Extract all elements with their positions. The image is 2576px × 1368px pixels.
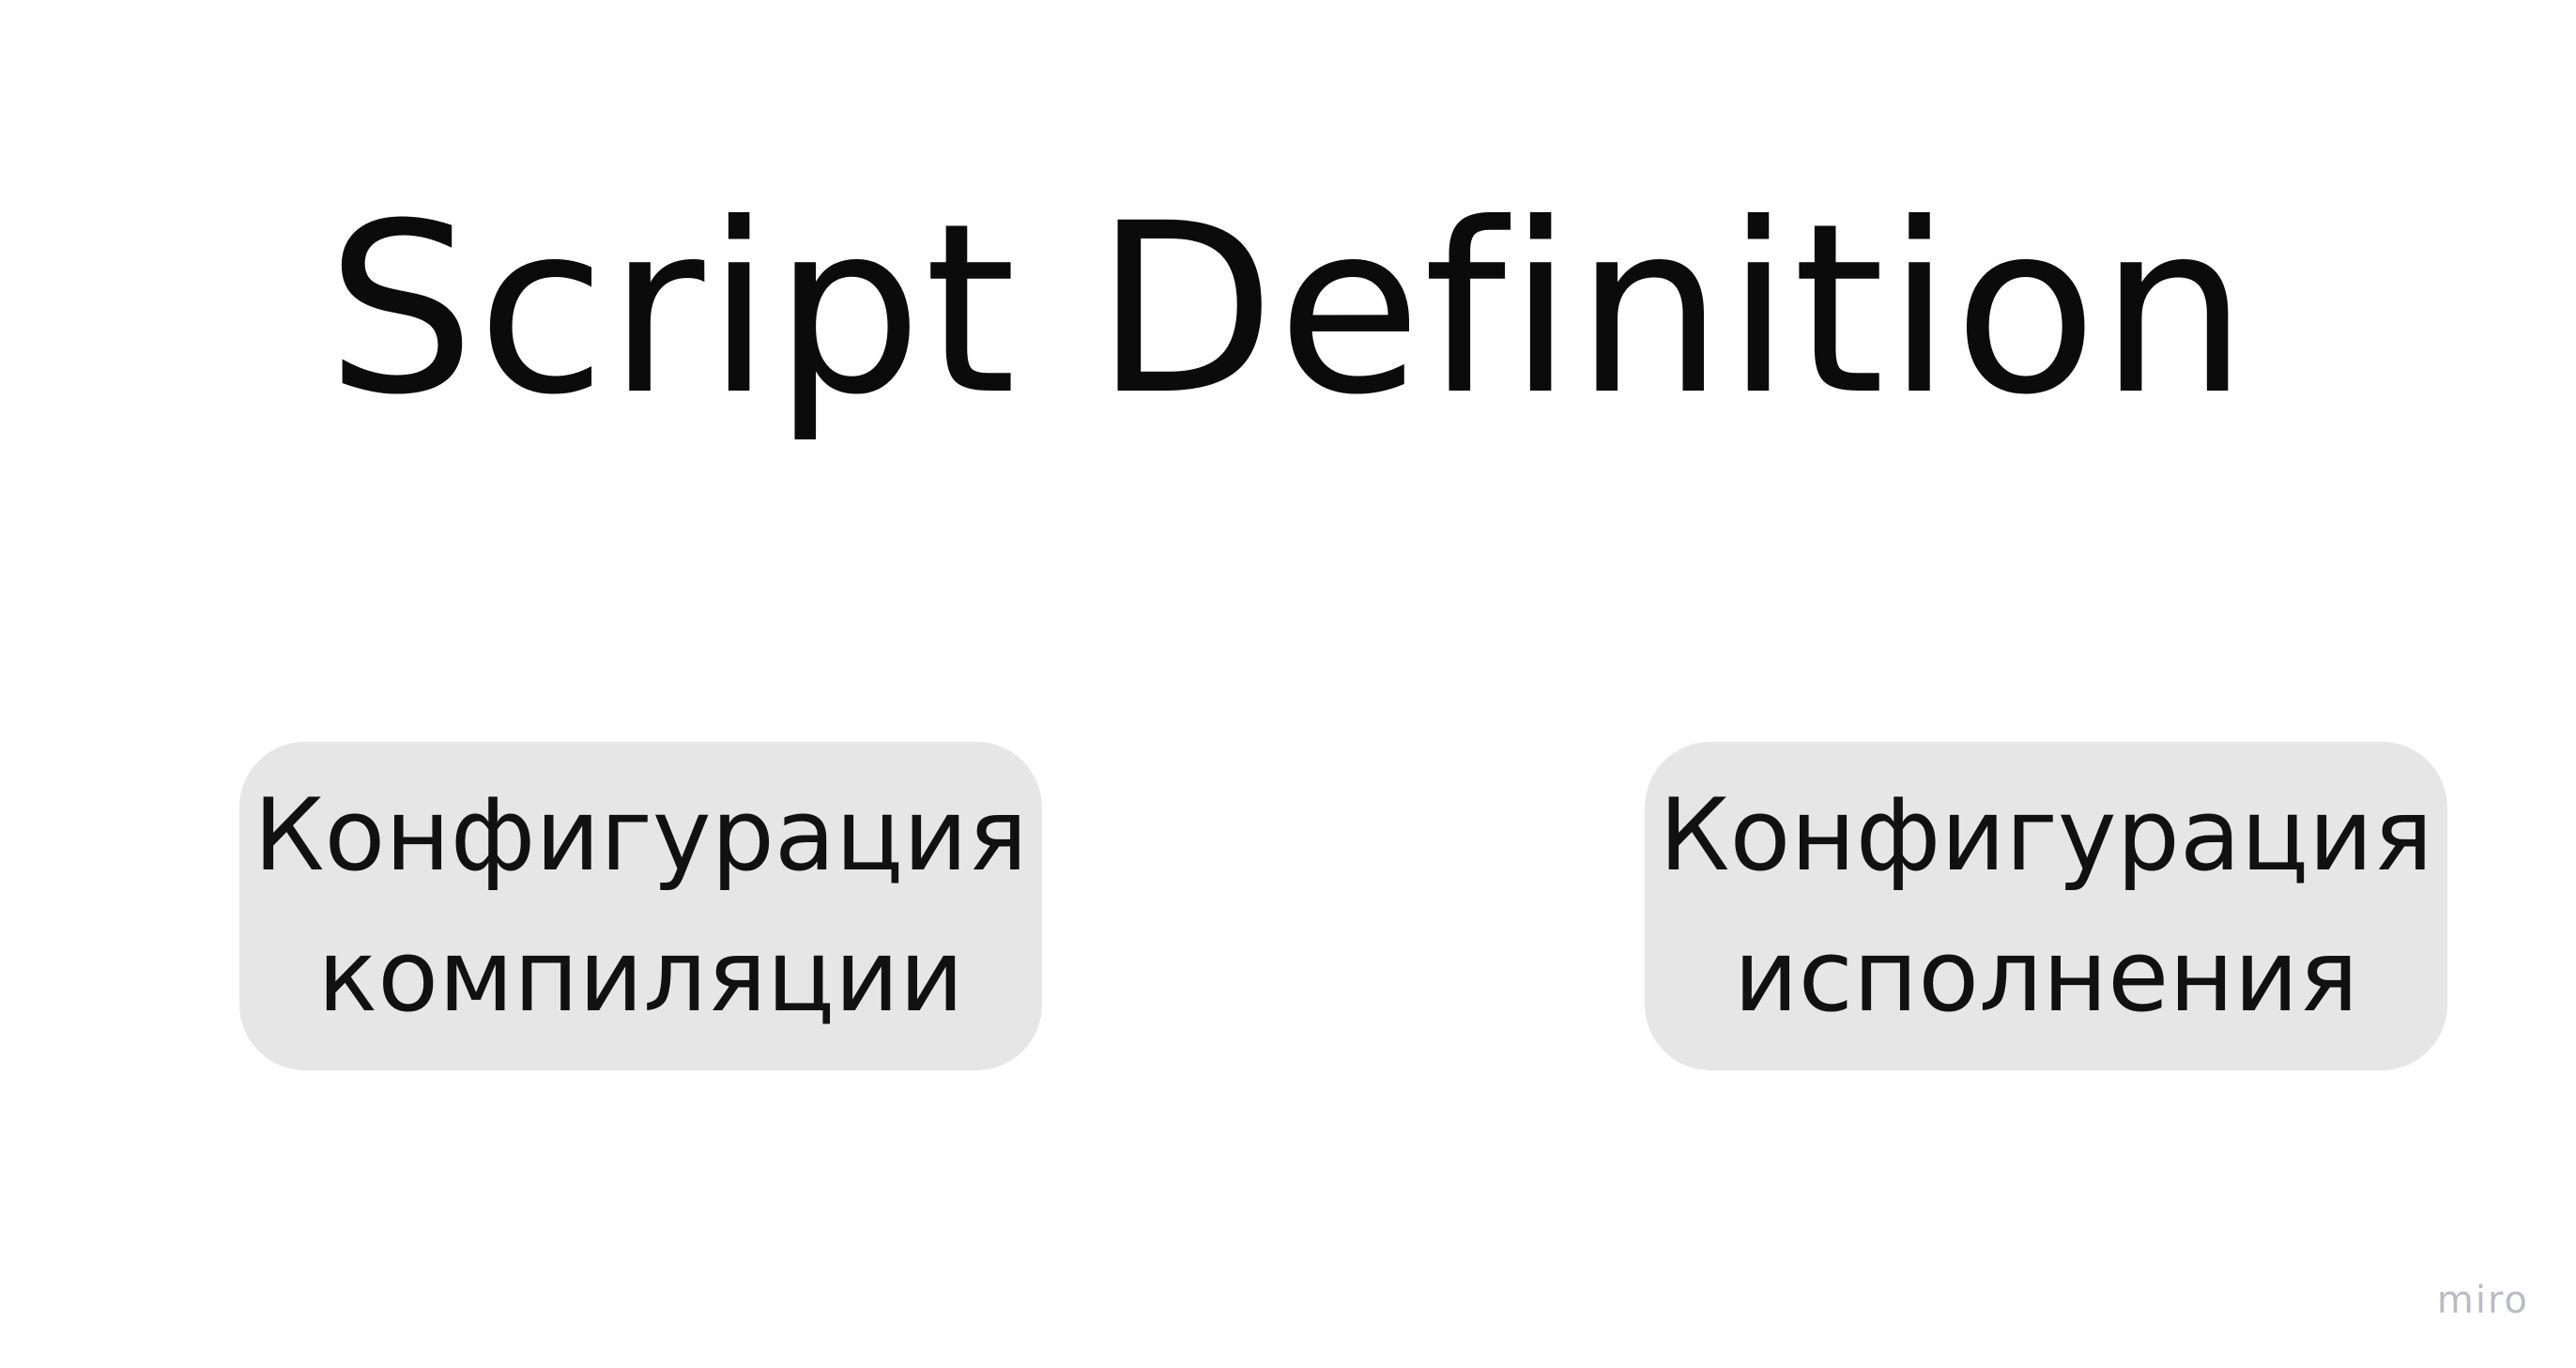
diagram-title: Script Definition — [326, 173, 2250, 446]
box-label-line2: исполнения — [1733, 918, 2359, 1034]
box-label-line1: Конфигурация — [1659, 777, 2433, 893]
miro-watermark: miro — [2436, 1279, 2529, 1322]
runtime-config-box: Конфигурация исполнения — [1645, 742, 2447, 1070]
box-label-line2: компиляции — [317, 918, 964, 1034]
box-label-line1: Конфигурация — [253, 777, 1028, 893]
compile-config-box: Конфигурация компиляции — [239, 742, 1042, 1070]
